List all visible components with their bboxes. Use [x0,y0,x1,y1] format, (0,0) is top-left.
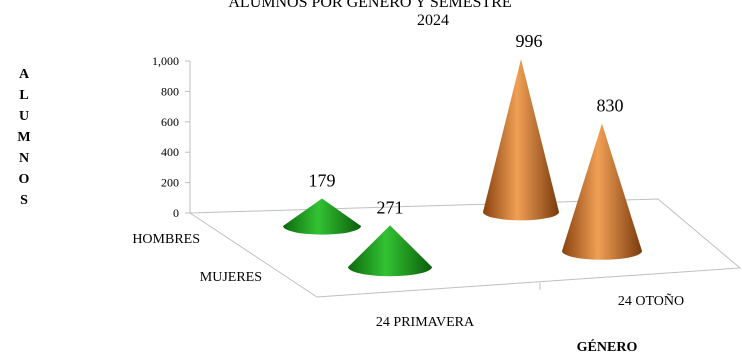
y-tick-label: 800 [161,84,179,98]
data-label: 996 [516,31,543,51]
y-axis-title-letter: U [19,109,29,124]
category-labels: HOMBRES MUJERES 24 PRIMAVERA 24 OTOÑO [132,232,684,330]
y-axis-title-letter: M [17,130,30,145]
y-tick-label: 400 [161,145,179,159]
y-axis-title-letter: O [19,172,30,187]
series-label-hombres: HOMBRES [132,232,200,247]
cone-mujeres-1 [348,225,432,277]
y-axis-title-letter: S [20,193,28,208]
data-label: 271 [377,197,404,217]
y-axis-title: ALUMNOS [17,67,30,208]
chart-floor [189,61,742,298]
cone-hombres-1 [283,198,361,235]
y-axis-title-letter: A [19,67,30,82]
series-label-mujeres: MUJERES [200,270,262,285]
y-axis: 0 200 400 600 800 1,000 [152,54,190,220]
y-axis-title-letter: L [19,88,28,103]
y-axis-title-letter: N [19,151,29,166]
x-axis-title: GÉNERO [577,338,638,355]
chart-marks: 179 996 271 830 [283,31,642,277]
chart-title-top: ALUMNOS POR GÉNERO Y SEMESTRE [228,0,511,11]
cone-mujeres-2 [562,123,642,260]
y-tick-label: 1,000 [152,54,179,68]
y-tick-label: 0 [173,206,179,220]
y-tick-label: 200 [161,176,179,190]
y-tick-label: 600 [161,115,179,129]
category-label-2: 24 OTOÑO [618,293,684,309]
data-label: 179 [309,171,336,191]
data-label: 830 [597,96,624,116]
cone-hombres-2 [483,59,559,221]
chart-title: 2024 [417,12,449,29]
category-label-1: 24 PRIMAVERA [376,315,475,330]
